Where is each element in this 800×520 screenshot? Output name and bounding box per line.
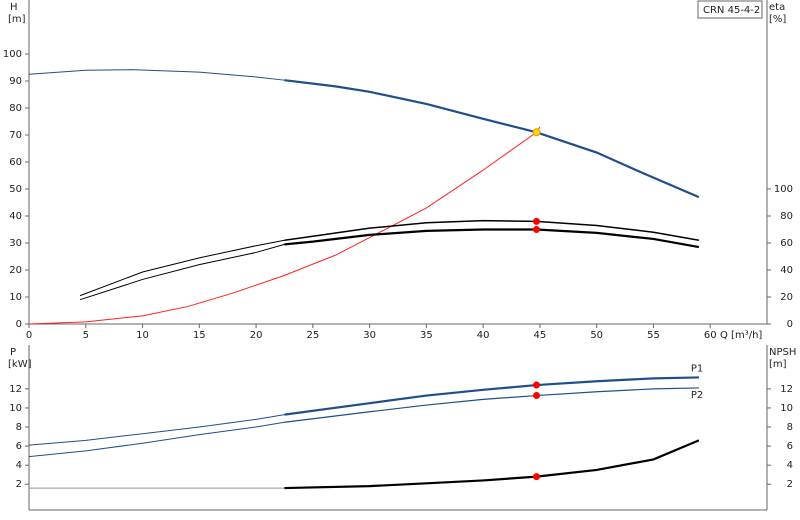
y-tick-label: 10 bbox=[9, 403, 22, 414]
point bbox=[533, 473, 541, 481]
x-axis-label: Q [m³/h] bbox=[720, 330, 762, 341]
y2-tick-label: 80 bbox=[780, 211, 793, 222]
x-tick-label: 25 bbox=[306, 330, 319, 341]
y-tick-label: 0 bbox=[16, 319, 22, 330]
x-tick-label: 55 bbox=[647, 330, 660, 341]
y-axis-unit: [m] bbox=[8, 14, 26, 25]
curve bbox=[284, 387, 699, 423]
y-tick-label: 90 bbox=[9, 76, 22, 87]
y2-axis-unit: [%] bbox=[769, 14, 786, 25]
y-tick-label: 2 bbox=[16, 479, 22, 490]
point bbox=[532, 128, 541, 137]
x-tick-label: 35 bbox=[420, 330, 433, 341]
y2-tick-label: 2 bbox=[787, 479, 793, 490]
series-label: P2 bbox=[691, 390, 703, 401]
y2-tick-label: 4 bbox=[787, 460, 793, 471]
y-axis-label: H bbox=[10, 2, 18, 13]
point bbox=[533, 217, 541, 225]
y-tick-label: 50 bbox=[9, 184, 22, 195]
x-tick-label: 15 bbox=[193, 330, 206, 341]
point bbox=[533, 381, 541, 389]
curve bbox=[284, 439, 700, 490]
curve bbox=[28, 421, 285, 458]
x-tick-label: 30 bbox=[363, 330, 376, 341]
y-tick-label: 40 bbox=[9, 211, 22, 222]
curve bbox=[79, 243, 285, 301]
y-tick-label: 70 bbox=[9, 130, 22, 141]
curve bbox=[28, 126, 541, 325]
y-tick-label: 12 bbox=[9, 384, 22, 395]
y-tick-label: 60 bbox=[9, 157, 22, 168]
y-tick-label: 10 bbox=[9, 292, 22, 303]
y-axis-unit: [kW] bbox=[8, 359, 32, 370]
y2-tick-label: 6 bbox=[787, 441, 793, 452]
y2-tick-label: 40 bbox=[780, 265, 793, 276]
x-tick-label: 40 bbox=[477, 330, 490, 341]
y-tick-label: 8 bbox=[16, 422, 22, 433]
x-tick-label: 5 bbox=[83, 330, 89, 341]
y-tick-label: 100 bbox=[3, 49, 22, 60]
legend-box bbox=[697, 0, 763, 19]
y2-tick-label: 10 bbox=[780, 403, 793, 414]
y2-axis-unit: [m] bbox=[769, 359, 787, 370]
curve bbox=[28, 69, 285, 81]
curve bbox=[284, 376, 699, 416]
y2-tick-label: 60 bbox=[780, 238, 793, 249]
x-tick-label: 45 bbox=[534, 330, 547, 341]
y2-tick-label: 8 bbox=[787, 422, 793, 433]
y-tick-label: 80 bbox=[9, 103, 22, 114]
y2-axis-label: NPSH bbox=[769, 347, 796, 358]
curve bbox=[79, 239, 285, 297]
y2-tick-label: 100 bbox=[774, 184, 793, 195]
y-tick-label: 20 bbox=[9, 265, 22, 276]
curve bbox=[28, 414, 285, 446]
y2-tick-label: 0 bbox=[787, 319, 793, 330]
y-tick-label: 30 bbox=[9, 238, 22, 249]
point bbox=[533, 392, 541, 400]
y-tick-label: 6 bbox=[16, 441, 22, 452]
y2-tick-label: 20 bbox=[780, 292, 793, 303]
x-tick-label: 60 bbox=[704, 330, 717, 341]
y2-tick-label: 12 bbox=[780, 384, 793, 395]
curve bbox=[284, 228, 700, 249]
x-tick-label: 20 bbox=[250, 330, 263, 341]
curve bbox=[284, 219, 700, 242]
y-tick-label: 4 bbox=[16, 460, 22, 471]
series-label: P1 bbox=[691, 363, 703, 374]
curve bbox=[284, 79, 700, 199]
point bbox=[533, 226, 541, 233]
x-tick-label: 50 bbox=[590, 330, 603, 341]
x-tick-label: 10 bbox=[136, 330, 149, 341]
legend-label: CRN 45-4-2 bbox=[703, 5, 760, 16]
y-axis-label: P bbox=[10, 347, 16, 358]
x-tick-label: 0 bbox=[26, 330, 32, 341]
y2-axis-label: eta bbox=[769, 2, 785, 13]
